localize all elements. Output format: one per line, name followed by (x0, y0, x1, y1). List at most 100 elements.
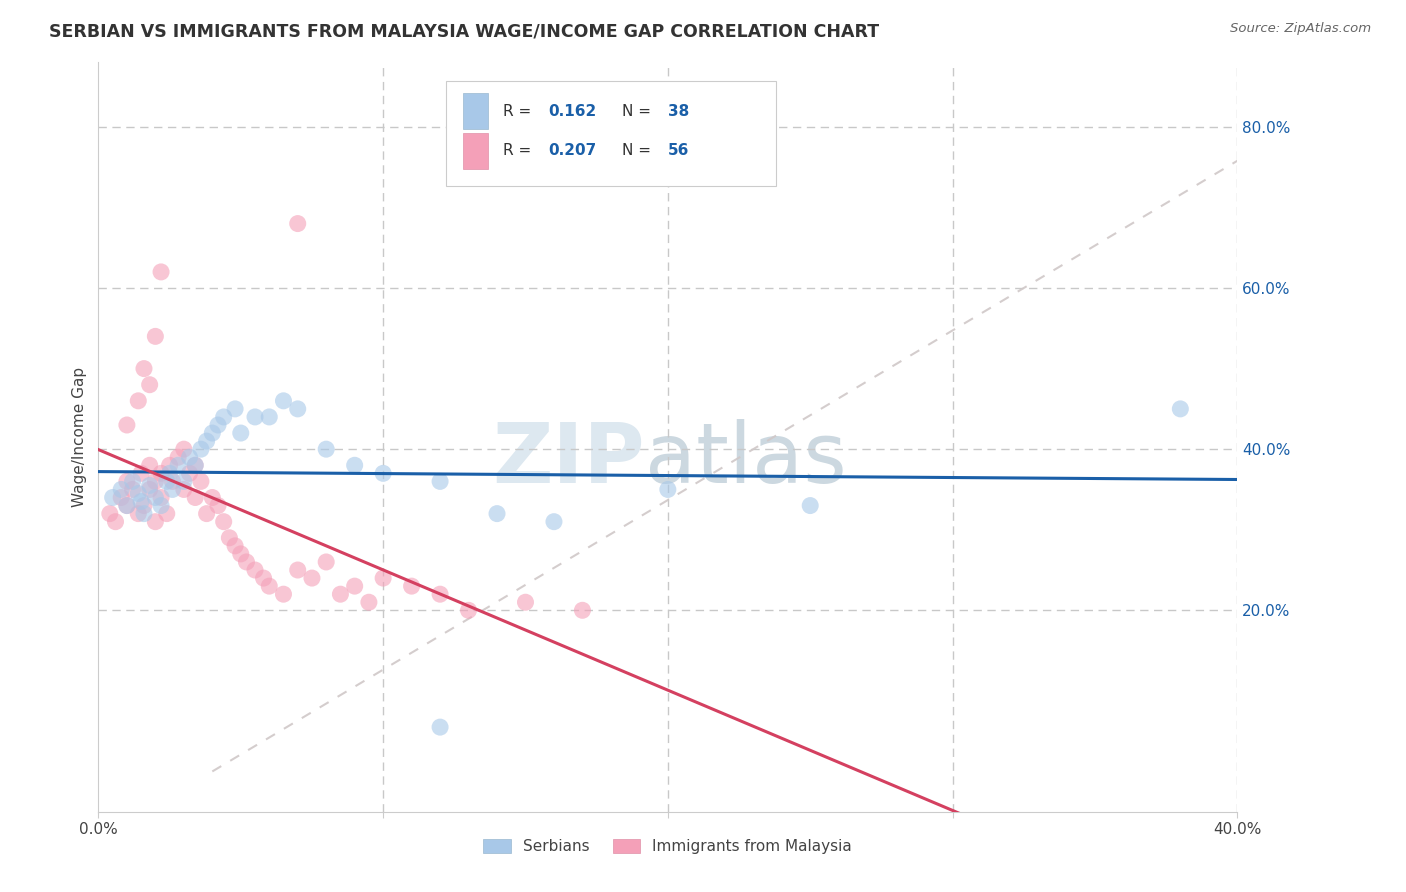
Text: N =: N = (623, 103, 657, 119)
Point (115, 499, 138, 513)
Point (145, 515, 167, 529)
Point (329, 587, 352, 601)
Text: ZIP: ZIP (492, 419, 645, 500)
Point (121, 475, 143, 489)
Point (429, 720, 451, 734)
Point (357, 595, 380, 609)
Point (543, 515, 565, 529)
Point (179, 467, 201, 481)
Text: R =: R = (503, 144, 541, 159)
Point (121, 483, 143, 497)
Point (1170, 401, 1192, 416)
Text: 56: 56 (668, 144, 689, 159)
Point (184, 458, 207, 473)
Point (127, 507, 149, 521)
Point (195, 434, 218, 449)
Point (150, 467, 173, 481)
FancyBboxPatch shape (446, 81, 776, 186)
Point (138, 458, 160, 473)
Point (429, 475, 451, 489)
Text: 0.207: 0.207 (548, 144, 596, 159)
Point (799, 499, 821, 513)
Point (212, 515, 235, 529)
Point (235, 555, 257, 569)
Point (190, 442, 212, 457)
Point (173, 483, 195, 497)
Point (132, 361, 155, 376)
Y-axis label: Wage/Income Gap: Wage/Income Gap (72, 367, 87, 508)
Point (212, 409, 235, 424)
Text: R =: R = (503, 103, 541, 119)
Point (315, 442, 337, 457)
Point (252, 571, 274, 585)
Point (229, 425, 252, 440)
Point (224, 539, 246, 553)
Point (207, 417, 229, 432)
Point (184, 491, 207, 505)
Point (127, 486, 149, 500)
Point (486, 507, 509, 521)
Text: Source: ZipAtlas.com: Source: ZipAtlas.com (1230, 22, 1371, 36)
Point (145, 329, 167, 343)
Point (115, 499, 138, 513)
Point (132, 499, 155, 513)
Text: 38: 38 (668, 103, 689, 119)
Point (515, 595, 537, 609)
Text: 0.162: 0.162 (548, 103, 596, 119)
Point (243, 409, 266, 424)
Point (657, 483, 679, 497)
Point (129, 494, 152, 508)
Point (201, 491, 224, 505)
Point (224, 401, 246, 416)
Legend: Serbians, Immigrants from Malaysia: Serbians, Immigrants from Malaysia (478, 833, 858, 860)
Point (301, 571, 323, 585)
Point (173, 442, 195, 457)
Point (287, 563, 309, 577)
Point (343, 458, 366, 473)
Text: N =: N = (623, 144, 657, 159)
Point (373, 571, 395, 585)
Point (150, 491, 173, 505)
Point (159, 458, 181, 473)
Point (110, 483, 132, 497)
Point (156, 475, 179, 489)
Point (138, 478, 160, 492)
Point (218, 531, 240, 545)
Point (184, 458, 207, 473)
Point (156, 507, 179, 521)
Point (207, 499, 229, 513)
Point (273, 393, 295, 408)
Point (101, 491, 124, 505)
Point (315, 555, 337, 569)
Point (259, 579, 281, 593)
Point (201, 425, 224, 440)
Point (150, 265, 173, 279)
Point (167, 450, 190, 465)
Point (110, 491, 132, 505)
Point (138, 377, 160, 392)
Point (429, 587, 451, 601)
Point (167, 458, 190, 473)
Point (145, 475, 167, 489)
Text: SERBIAN VS IMMIGRANTS FROM MALAYSIA WAGE/INCOME GAP CORRELATION CHART: SERBIAN VS IMMIGRANTS FROM MALAYSIA WAGE… (49, 22, 879, 40)
Bar (463, 133, 488, 169)
Point (127, 393, 149, 408)
Point (159, 467, 181, 481)
Bar (463, 93, 488, 129)
Point (98, 507, 121, 521)
Point (173, 475, 195, 489)
Point (162, 475, 184, 489)
Point (129, 467, 152, 481)
Point (401, 579, 423, 593)
Point (145, 491, 167, 505)
Point (162, 483, 184, 497)
Point (115, 417, 138, 432)
Point (195, 507, 218, 521)
Point (287, 217, 309, 231)
Point (229, 547, 252, 561)
Point (179, 450, 201, 465)
Point (457, 603, 479, 617)
Point (243, 563, 266, 577)
Point (132, 507, 155, 521)
Point (150, 499, 173, 513)
